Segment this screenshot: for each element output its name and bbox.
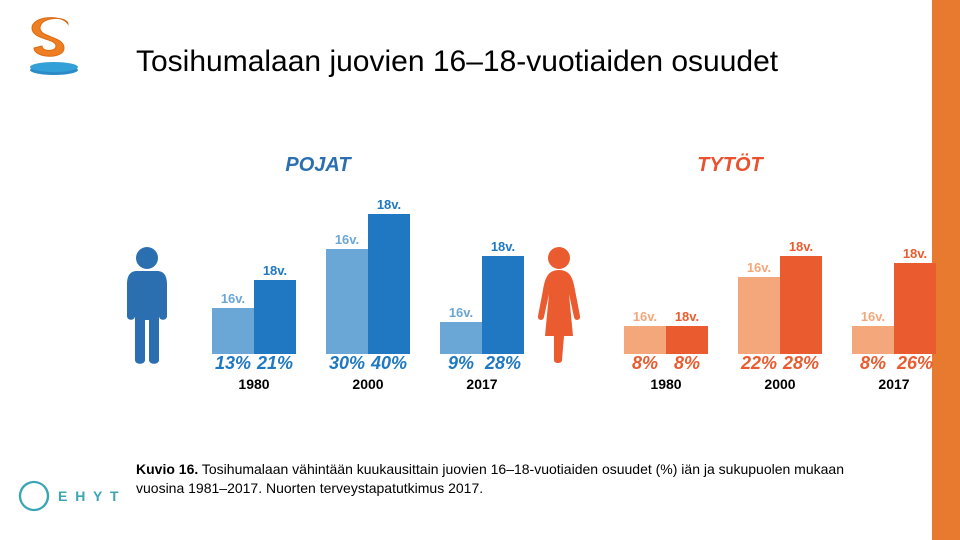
logo-ehyt-text: E H Y T xyxy=(58,488,121,504)
girls-label: TYTÖT xyxy=(697,154,763,177)
bar-col: 18v. xyxy=(894,246,936,354)
age-label: 18v. xyxy=(491,239,515,254)
bar xyxy=(440,322,482,354)
age-label: 18v. xyxy=(263,263,287,278)
bar-col: 16v. xyxy=(326,232,368,354)
bar-col: 18v. xyxy=(482,239,524,354)
pct-value: 22% xyxy=(738,354,780,374)
year-label: 1980 xyxy=(238,376,269,392)
bar xyxy=(852,326,894,354)
year-label: 2017 xyxy=(466,376,497,392)
pct-value: 28% xyxy=(780,354,822,374)
bar xyxy=(624,326,666,354)
girls-group-2000: 16v. 18v. 22%28% 2000 xyxy=(738,239,822,392)
bar-col: 16v. xyxy=(624,309,666,354)
bar xyxy=(894,263,936,354)
pct-value: 13% xyxy=(212,354,254,374)
boys-group-1980: 16v. 18v. 13%21% 1980 xyxy=(212,263,296,392)
pct-value: 8% xyxy=(624,354,666,374)
age-label: 16v. xyxy=(221,291,245,306)
girls-icon xyxy=(524,181,594,392)
bar-col: 18v. xyxy=(254,263,296,354)
bar xyxy=(212,308,254,354)
logo-ehyt: E H Y T xyxy=(16,478,121,514)
pct-value: 40% xyxy=(368,354,410,374)
bar xyxy=(254,280,296,354)
pct-value: 8% xyxy=(852,354,894,374)
boys-label: POJAT xyxy=(285,154,350,177)
boys-icon xyxy=(112,181,182,392)
pct-value: 30% xyxy=(326,354,368,374)
pct-value: 26% xyxy=(894,354,936,374)
age-label: 16v. xyxy=(633,309,657,324)
accent-strip xyxy=(932,0,960,540)
bar xyxy=(666,326,708,354)
bar-col: 16v. xyxy=(852,309,894,354)
bar xyxy=(368,214,410,354)
pct-value: 28% xyxy=(482,354,524,374)
boys-section: POJAT 16v. 18v. 13%21% 1980 16v. 18v. 30%… xyxy=(112,154,524,392)
caption-text: Tosihumalaan vähintään kuukausittain juo… xyxy=(136,461,844,496)
pct-value: 21% xyxy=(254,354,296,374)
bar xyxy=(780,256,822,354)
age-label: 18v. xyxy=(789,239,813,254)
girls-group-1980: 16v. 18v. 8%8% 1980 xyxy=(624,309,708,392)
bar-col: 16v. xyxy=(440,305,482,354)
slide: { "title": "Tosihumalaan juovien 16–18-v… xyxy=(0,0,960,540)
age-label: 18v. xyxy=(903,246,927,261)
girls-bars: 16v. 18v. 8%8%1980 16v. 18v. 22%28%2000 … xyxy=(524,181,936,392)
age-label: 16v. xyxy=(747,260,771,275)
logo-s xyxy=(18,14,90,83)
bar-col: 16v. xyxy=(212,291,254,354)
bar-col: 18v. xyxy=(368,197,410,354)
year-label: 2017 xyxy=(878,376,909,392)
boys-bars: 16v. 18v. 13%21% 1980 16v. 18v. 30%40% 200… xyxy=(112,181,524,392)
bar xyxy=(326,249,368,354)
girls-group-2017: 16v. 18v. 8%26% 2017 xyxy=(852,246,936,392)
bar xyxy=(482,256,524,354)
boys-group-2017: 16v. 18v. 9%28% 2017 xyxy=(440,239,524,392)
bar-col: 16v. xyxy=(738,260,780,354)
girls-section: TYTÖT 16v. 18v. 8%8%1980 16v. 18v. 22%28… xyxy=(524,154,936,392)
bar-col: 18v. xyxy=(666,309,708,354)
year-label: 1980 xyxy=(650,376,681,392)
year-label: 2000 xyxy=(352,376,383,392)
age-label: 16v. xyxy=(449,305,473,320)
year-label: 2000 xyxy=(764,376,795,392)
age-label: 18v. xyxy=(377,197,401,212)
age-label: 16v. xyxy=(861,309,885,324)
pct-value: 8% xyxy=(666,354,708,374)
age-label: 16v. xyxy=(335,232,359,247)
bar-col: 18v. xyxy=(780,239,822,354)
figure-caption: Kuvio 16. Tosihumalaan vähintään kuukaus… xyxy=(136,460,876,498)
caption-number: Kuvio 16. xyxy=(136,461,198,477)
boys-group-2000: 16v. 18v. 30%40% 2000 xyxy=(326,197,410,392)
age-label: 18v. xyxy=(675,309,699,324)
pct-value: 9% xyxy=(440,354,482,374)
bar xyxy=(738,277,780,354)
slide-title: Tosihumalaan juovien 16–18-vuotiaiden os… xyxy=(136,44,856,79)
infographic: POJAT 16v. 18v. 13%21% 1980 16v. 18v. 30%… xyxy=(112,154,904,392)
